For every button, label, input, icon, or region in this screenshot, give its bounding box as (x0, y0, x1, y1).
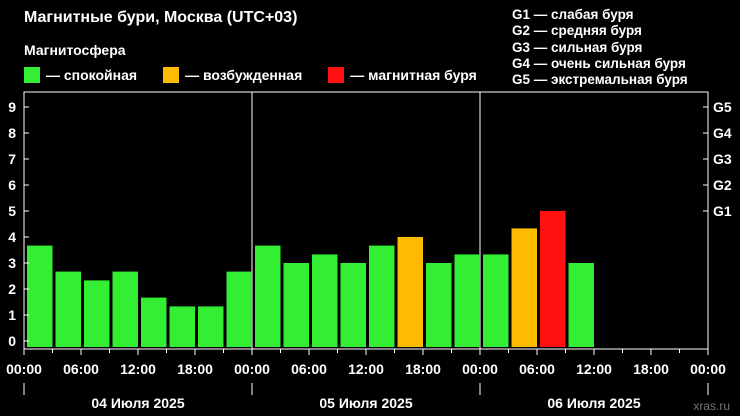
kp-bar (27, 245, 53, 347)
kp-bar (255, 245, 281, 347)
storm-scale-legend: G1 — слабая буря G2 — средняя буря G3 — … (512, 7, 688, 88)
day-label: 06 Июля 2025 (547, 395, 640, 411)
g-level-label: G1 (713, 203, 732, 219)
x-tick-label: 12:00 (348, 361, 384, 377)
watermark: xras.ru (693, 399, 730, 413)
g-level-label: G2 (713, 177, 732, 193)
kp-bar (55, 271, 81, 347)
y-tick-label: 6 (8, 177, 16, 193)
legend-label-storm: — магнитная буря (350, 67, 477, 83)
y-tick-label: 1 (8, 307, 16, 323)
y-tick-label: 7 (8, 151, 16, 167)
legend-label-calm: — спокойная (46, 67, 138, 83)
y-tick-label: 3 (8, 255, 16, 271)
kp-bar (397, 237, 423, 347)
kp-bar (369, 245, 395, 347)
x-tick-label: 00:00 (234, 361, 270, 377)
kp-bar (198, 306, 224, 347)
legend-item-calm: — спокойная (24, 67, 137, 83)
kp-bar (226, 271, 252, 347)
kp-bar (312, 254, 338, 347)
day-label: 05 Июля 2025 (319, 395, 412, 411)
y-tick-label: 2 (8, 281, 16, 297)
legend-swatch-storm (328, 67, 345, 83)
x-tick-label: 12:00 (576, 361, 612, 377)
g-level-label: G4 (713, 125, 732, 141)
kp-bar (426, 263, 452, 347)
y-tick-label: 8 (8, 125, 16, 141)
x-tick-label: 00:00 (6, 361, 42, 377)
chart-title: Магнитные бури, Москва (UTC+03) (24, 9, 298, 26)
x-tick-label: 18:00 (405, 361, 441, 377)
x-tick-label: 12:00 (120, 361, 156, 377)
kp-bar (283, 263, 309, 347)
x-tick-label: 00:00 (462, 361, 498, 377)
x-tick-label: 06:00 (519, 361, 555, 377)
day-label: 04 Июля 2025 (91, 395, 184, 411)
storm-scale-g4: G4 — очень сильная буря (512, 55, 686, 71)
kp-bar (340, 263, 366, 347)
legend-label-excited: — возбужденная (185, 67, 303, 83)
legend-item-excited: — возбужденная (163, 67, 302, 83)
g-level-label: G3 (713, 151, 732, 167)
kp-bar (483, 254, 509, 347)
storm-scale-g1: G1 — слабая буря (512, 7, 634, 22)
y-tick-label: 0 (8, 333, 16, 349)
storm-scale-g2: G2 — средняя буря (512, 23, 642, 39)
kp-bar (112, 271, 138, 347)
legend-swatch-calm (24, 67, 40, 83)
storm-scale-g5: G5 — экстремальная буря (512, 72, 688, 88)
kp-bar (141, 297, 167, 347)
x-tick-label: 06:00 (63, 361, 99, 377)
y-tick-label: 4 (8, 229, 16, 245)
legend: — спокойная — возбужденная — магнитная б… (24, 67, 503, 83)
legend-item-storm: — магнитная буря (328, 67, 477, 83)
x-tick-label: 00:00 (690, 361, 726, 377)
kp-bar (511, 228, 537, 347)
x-tick-label: 18:00 (177, 361, 213, 377)
x-tick-label: 06:00 (291, 361, 327, 377)
x-tick-label: 18:00 (633, 361, 669, 377)
kp-bar (454, 254, 480, 347)
kp-bar (568, 263, 594, 347)
kp-bar (540, 211, 566, 347)
kp-bar (169, 306, 195, 347)
storm-scale-g3: G3 — сильная буря (512, 39, 643, 55)
kp-bar (84, 280, 110, 347)
y-tick-label: 9 (8, 99, 16, 115)
y-tick-label: 5 (8, 203, 16, 219)
g-level-label: G5 (713, 99, 732, 115)
legend-swatch-excited (163, 67, 180, 83)
legend-title: Магнитосфера (24, 42, 126, 58)
